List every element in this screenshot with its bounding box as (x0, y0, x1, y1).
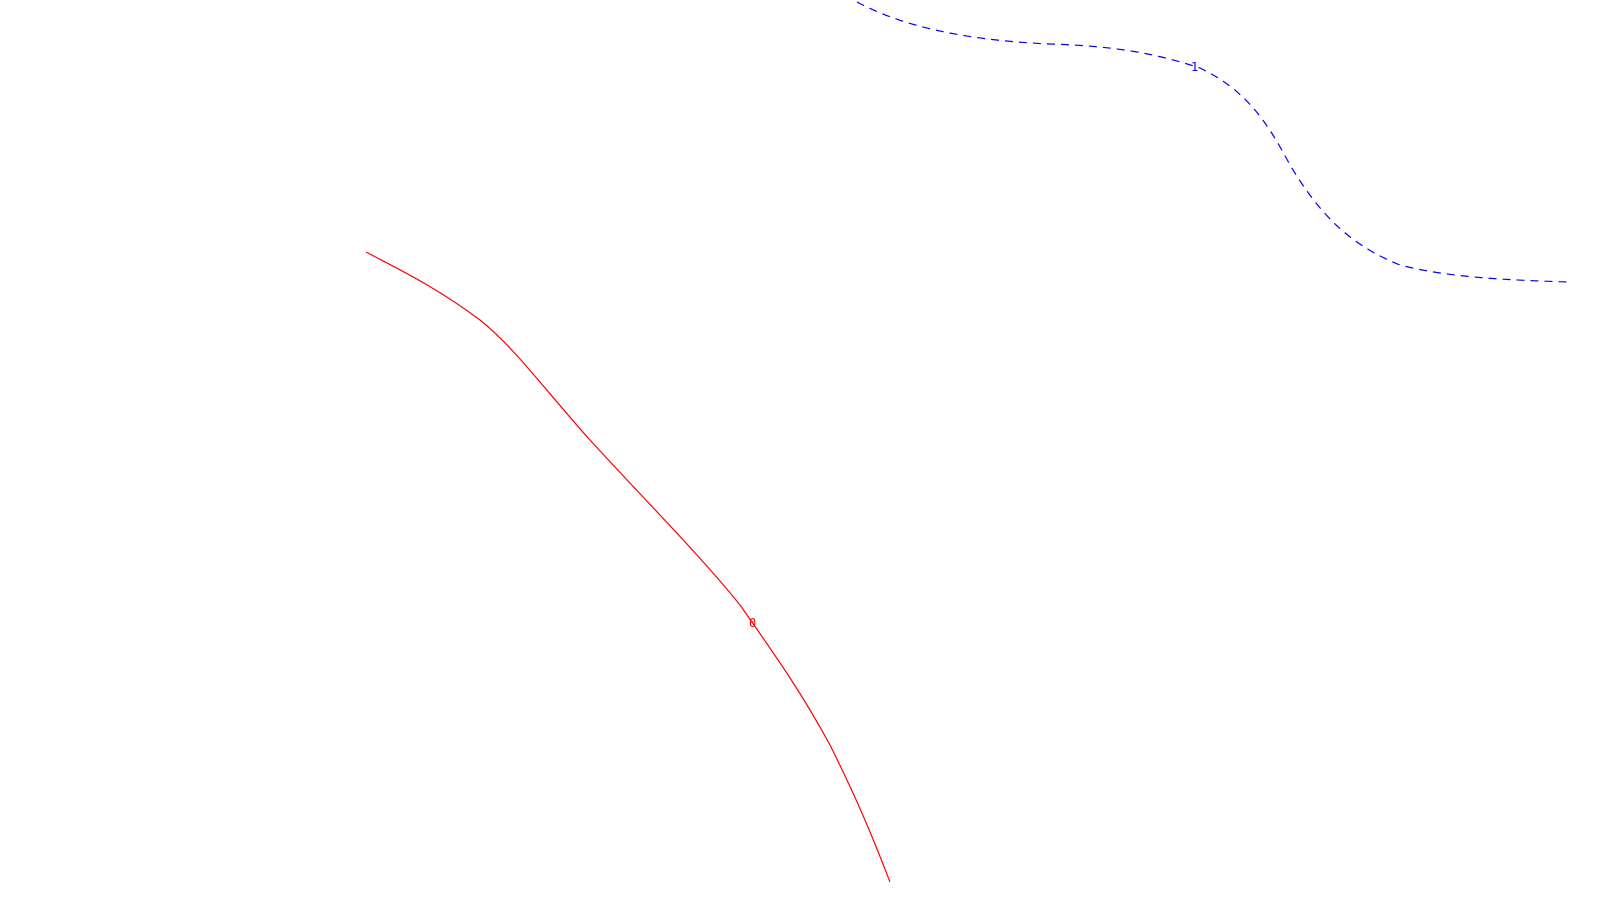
curve-0-line (365, 251, 891, 883)
curve-0-group: 0 (365, 251, 891, 883)
curve-1-label: 1 (1191, 60, 1198, 74)
curve-1-line (856, 1, 1569, 283)
curve-0-label: 0 (749, 616, 756, 630)
curve-1-group: 1 (856, 1, 1569, 283)
